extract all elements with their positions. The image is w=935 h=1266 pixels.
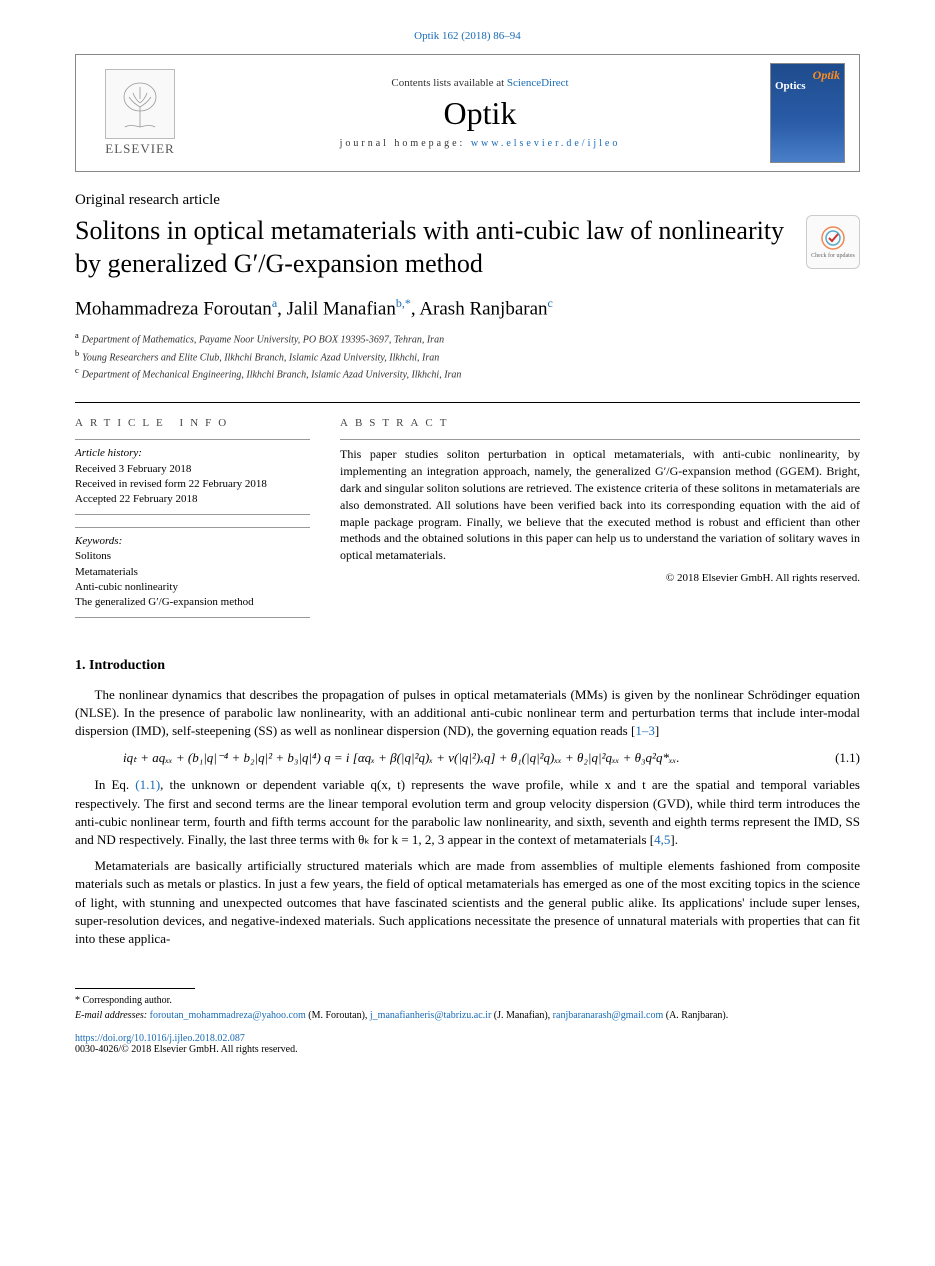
footnotes-block: * Corresponding author. E-mail addresses… bbox=[75, 993, 860, 1023]
ref-link[interactable]: 4,5 bbox=[654, 832, 670, 847]
contents-available-line: Contents lists available at ScienceDirec… bbox=[190, 77, 770, 89]
eq-ref-link[interactable]: (1.1) bbox=[135, 777, 160, 792]
affiliation-line: cDepartment of Mechanical Engineering, I… bbox=[75, 365, 860, 382]
article-info-column: article info Article history: Received 3… bbox=[75, 417, 310, 630]
cover-thumb-subtitle: Optics bbox=[775, 80, 806, 92]
article-type: Original research article bbox=[75, 192, 860, 209]
article-info-label: article info bbox=[75, 417, 310, 429]
body-paragraph: Metamaterials are basically artificially… bbox=[75, 857, 860, 948]
check-updates-badge[interactable]: Check for updates bbox=[806, 215, 860, 269]
keyword: Anti-cubic nonlinearity bbox=[75, 580, 310, 595]
corresponding-author-note: * Corresponding author. bbox=[75, 993, 860, 1008]
sciencedirect-link[interactable]: ScienceDirect bbox=[507, 77, 569, 89]
elsevier-tree-icon bbox=[105, 69, 175, 139]
email-link[interactable]: j_manafianheris@tabrizu.ac.ir bbox=[370, 1010, 491, 1021]
journal-homepage-link[interactable]: www.elsevier.de/ijleo bbox=[471, 138, 621, 149]
affiliation-line: bYoung Researchers and Elite Club, Ilkhc… bbox=[75, 348, 860, 365]
body-paragraph: The nonlinear dynamics that describes th… bbox=[75, 686, 860, 741]
affiliations-block: aDepartment of Mathematics, Payame Noor … bbox=[75, 330, 860, 382]
keyword: The generalized G′/G-expansion method bbox=[75, 595, 310, 610]
affiliation-line: aDepartment of Mathematics, Payame Noor … bbox=[75, 330, 860, 347]
author-affil-marker[interactable]: b,* bbox=[396, 296, 411, 310]
ref-link[interactable]: 1–3 bbox=[635, 723, 655, 738]
author-name: Jalil Manafian bbox=[287, 298, 396, 319]
citation-header[interactable]: Optik 162 (2018) 86–94 bbox=[75, 30, 860, 42]
author-name: Arash Ranjbaran bbox=[419, 298, 547, 319]
accepted-date: Accepted 22 February 2018 bbox=[75, 492, 310, 507]
authors-line: Mohammadreza Foroutana, Jalil Manafianb,… bbox=[75, 296, 860, 320]
author-affil-marker[interactable]: c bbox=[548, 296, 553, 310]
masthead: ELSEVIER Contents lists available at Sci… bbox=[75, 54, 860, 172]
author-name: Mohammadreza Foroutan bbox=[75, 298, 272, 319]
abstract-text: This paper studies soliton perturbation … bbox=[340, 439, 860, 564]
journal-cover-thumb: Optik Optics bbox=[770, 63, 845, 163]
received-date: Received 3 February 2018 bbox=[75, 462, 310, 477]
equation-body: iqₜ + aqₓₓ + (b₁|q|⁻⁴ + b₂|q|² + b₃|q|⁴)… bbox=[123, 750, 680, 766]
equation-row: iqₜ + aqₓₓ + (b₁|q|⁻⁴ + b₂|q|² + b₃|q|⁴)… bbox=[123, 750, 860, 766]
article-title: Solitons in optical metamaterials with a… bbox=[75, 215, 806, 280]
masthead-center: Contents lists available at ScienceDirec… bbox=[190, 77, 770, 149]
check-updates-text: Check for updates bbox=[811, 253, 855, 260]
abstract-label: abstract bbox=[340, 417, 860, 429]
revised-date: Received in revised form 22 February 201… bbox=[75, 477, 310, 492]
doi-link[interactable]: https://doi.org/10.1016/j.ijleo.2018.02.… bbox=[75, 1033, 860, 1044]
email-addresses-line: E-mail addresses: foroutan_mohammadreza@… bbox=[75, 1008, 860, 1023]
email-link[interactable]: ranjbaranarash@gmail.com bbox=[553, 1010, 664, 1021]
keyword: Solitons bbox=[75, 549, 310, 564]
email-link[interactable]: foroutan_mohammadreza@yahoo.com bbox=[150, 1010, 306, 1021]
keyword: Metamaterials bbox=[75, 565, 310, 580]
copyright-footer: 0030-4026/© 2018 Elsevier GmbH. All righ… bbox=[75, 1044, 860, 1055]
keywords-block: Keywords: Solitons Metamaterials Anti-cu… bbox=[75, 527, 310, 618]
footnote-rule bbox=[75, 988, 195, 989]
article-history-block: Article history: Received 3 February 201… bbox=[75, 439, 310, 515]
keywords-label: Keywords: bbox=[75, 534, 310, 549]
publisher-logo-block: ELSEVIER bbox=[90, 69, 190, 157]
cover-thumb-title: Optik bbox=[813, 68, 840, 83]
history-label: Article history: bbox=[75, 446, 310, 461]
journal-homepage-line: journal homepage: www.elsevier.de/ijleo bbox=[190, 138, 770, 149]
abstract-copyright: © 2018 Elsevier GmbH. All rights reserve… bbox=[340, 572, 860, 584]
section-heading-1: 1. Introduction bbox=[75, 658, 860, 674]
publisher-name: ELSEVIER bbox=[105, 141, 174, 157]
abstract-column: abstract This paper studies soliton pert… bbox=[340, 417, 860, 630]
body-paragraph: In Eq. (1.1), the unknown or dependent v… bbox=[75, 776, 860, 849]
equation-number: (1.1) bbox=[835, 750, 860, 766]
journal-name: Optik bbox=[190, 95, 770, 132]
